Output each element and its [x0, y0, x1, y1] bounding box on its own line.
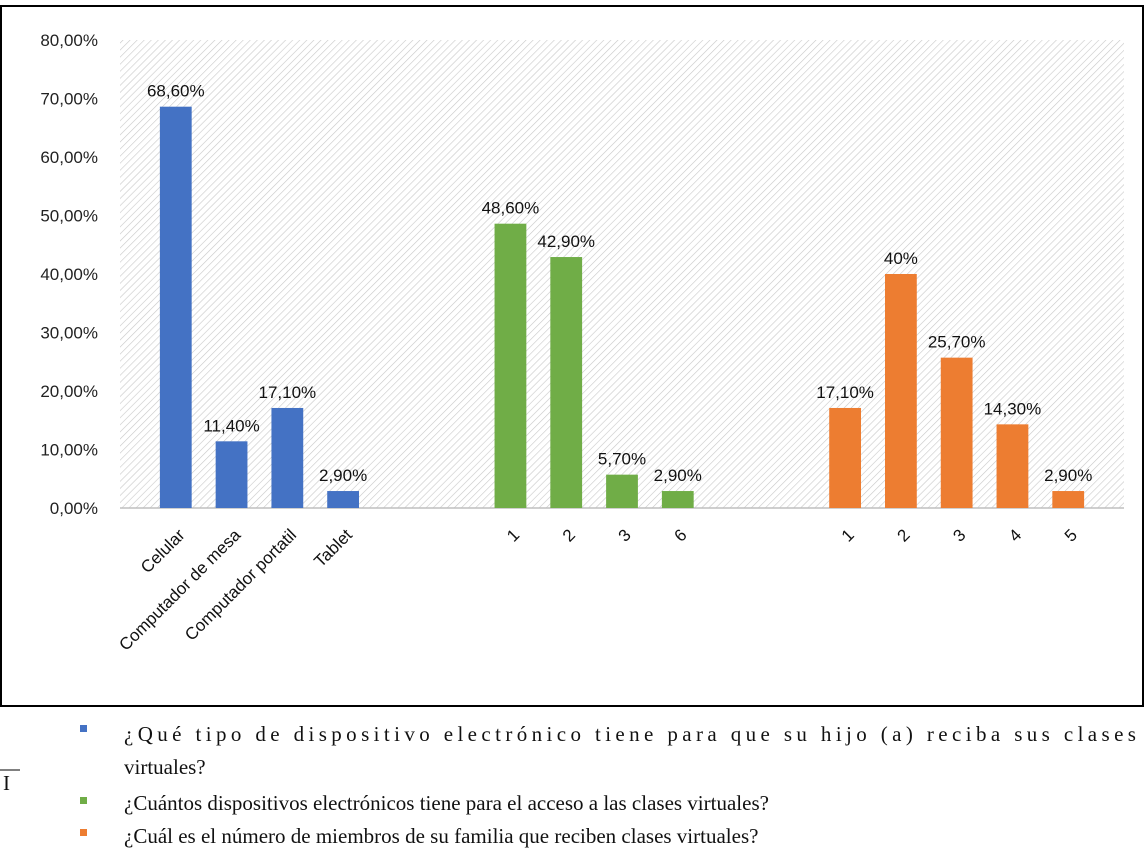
- data-label: 11,40%: [203, 416, 259, 435]
- bar: [884, 274, 917, 508]
- legend-text-3: ¿Cuál es el número de miembros de su fam…: [124, 824, 758, 848]
- legend-marker-orange: [80, 829, 87, 836]
- data-label: 42,90%: [537, 232, 595, 251]
- bar: [606, 474, 638, 508]
- data-label: 17,10%: [816, 383, 874, 402]
- y-tick-label: 80,00%: [40, 31, 98, 50]
- bar: [494, 223, 527, 508]
- y-tick-label: 60,00%: [40, 148, 98, 167]
- data-labels: 68,60% 11,40% 17,10% 2,90% 48,60% 42,90% 5,70%…: [147, 82, 1092, 485]
- legend-text-1: ¿Qué tipo de dispositivo electrónico tie…: [124, 722, 1136, 746]
- data-label: 68,60%: [147, 82, 205, 101]
- legend: ¿Qué tipo de dispositivo electrónico tie…: [80, 722, 1136, 848]
- data-label: 5,70%: [598, 450, 646, 469]
- bars: [159, 106, 1085, 508]
- legend-marker-blue: [80, 725, 87, 732]
- y-tick-label: 10,00%: [40, 441, 98, 460]
- legend-text-1-cont: virtuales?: [124, 755, 206, 779]
- legend-text-2: ¿Cuántos dispositivos electrónicos tiene…: [124, 791, 769, 815]
- y-tick-label: 50,00%: [40, 207, 98, 226]
- bar: [829, 407, 862, 508]
- bar: [1052, 491, 1085, 508]
- stray-letter: I: [3, 771, 10, 795]
- bar: [159, 106, 192, 508]
- data-label: 25,70%: [928, 333, 986, 352]
- data-label: 48,60%: [482, 199, 540, 218]
- y-tick-label: 0,00%: [50, 499, 98, 518]
- data-label: 17,10%: [258, 383, 316, 402]
- bar: [271, 407, 304, 508]
- y-tick-label: 30,00%: [40, 324, 98, 343]
- y-axis: 0,00% 10,00% 20,00% 30,00% 40,00% 50,00% 60,00…: [40, 31, 98, 518]
- bar: [940, 357, 973, 508]
- plot-area: [120, 40, 1124, 508]
- y-tick-label: 40,00%: [40, 265, 98, 284]
- data-label: 2,90%: [1044, 466, 1092, 485]
- bar: [550, 257, 583, 508]
- y-tick-label: 70,00%: [40, 90, 98, 109]
- data-label: 2,90%: [319, 466, 367, 485]
- bar: [215, 441, 248, 508]
- bar: [996, 424, 1029, 508]
- bar: [661, 491, 694, 508]
- data-label: 2,90%: [654, 466, 702, 485]
- y-tick-label: 20,00%: [40, 382, 98, 401]
- legend-marker-green: [80, 797, 87, 804]
- data-label: 14,30%: [984, 399, 1042, 418]
- bar: [327, 491, 360, 508]
- data-label: 40%: [884, 249, 918, 268]
